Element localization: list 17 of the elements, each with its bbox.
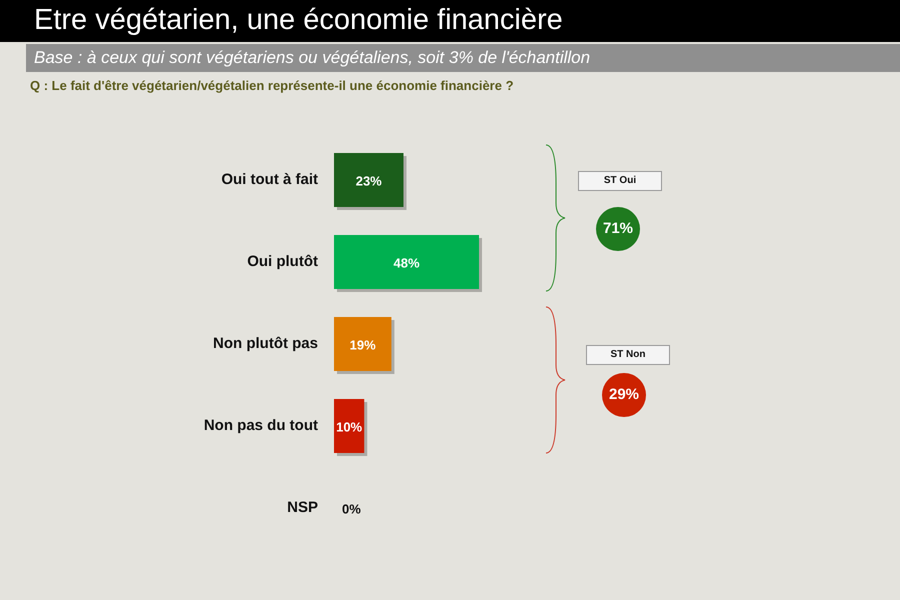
chart-subtitle: Base : à ceux qui sont végétariens ou végétaliens, soit 3% de l'échantillon (26, 44, 900, 72)
data-label: 0% (342, 502, 362, 517)
y-tick-label: Non plutôt pas (213, 335, 318, 352)
text: Q : Le fait d'être végétarien/végétalien représente-il une économie financière ? (30, 78, 514, 93)
label-box: ST Oui (578, 171, 662, 191)
y-tick-label: Oui plutôt (247, 253, 318, 270)
y-tick-label: Non pas du tout (204, 417, 318, 434)
data-label: 19% (350, 338, 376, 353)
y-tick-label: Oui tout à fait (221, 171, 318, 188)
y-tick-label: NSP (287, 499, 318, 516)
circle-badge: 29% (602, 373, 646, 417)
label-box: ST Non (586, 345, 670, 365)
circle-badge: 71% (596, 207, 640, 251)
chart-title: Etre végétarien, une économie financière (0, 0, 900, 42)
data-label: 48% (393, 256, 420, 271)
data-label: 10% (336, 420, 363, 435)
data-label: 23% (356, 174, 382, 189)
